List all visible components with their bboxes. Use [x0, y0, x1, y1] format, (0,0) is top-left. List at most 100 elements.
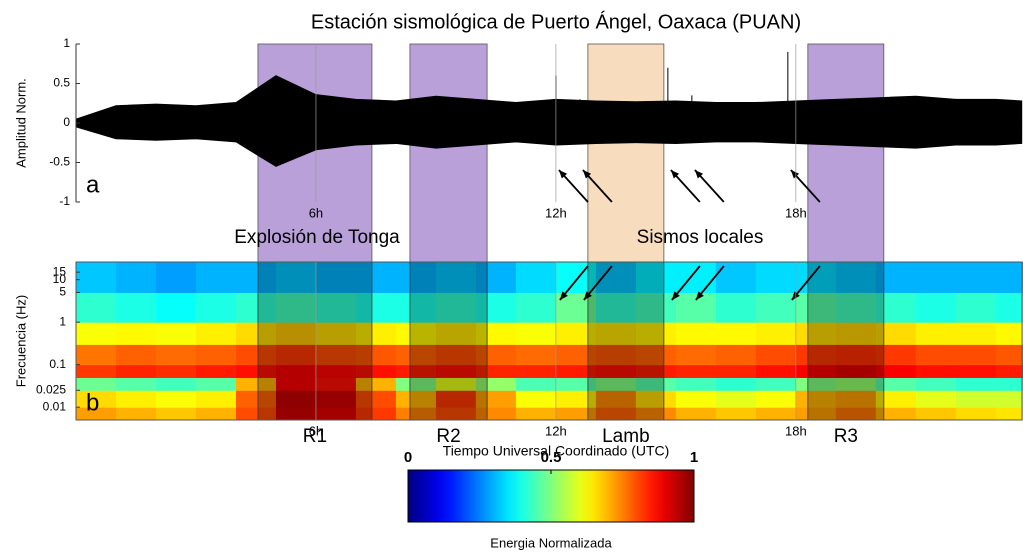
- heatmap-cell: [355, 344, 397, 366]
- heatmap-cell: [515, 262, 557, 293]
- heatmap-cell: [275, 262, 317, 293]
- event-arrow-head: [694, 170, 704, 179]
- waveform-envelope: [75, 75, 1023, 124]
- heatmap-cell: [275, 407, 317, 421]
- heatmap-cell: [235, 262, 277, 293]
- heatmap-cell: [915, 390, 957, 408]
- y-tick-label: 0.025: [36, 382, 66, 396]
- heatmap-cell: [435, 390, 477, 408]
- heatmap-cell: [595, 407, 637, 421]
- heatmap-cell: [915, 262, 957, 293]
- event-arrow-head: [558, 170, 568, 179]
- colorbar-tick-label: 1: [690, 449, 698, 466]
- y-tick-label: 1: [59, 314, 66, 328]
- y-tick-label: 10: [53, 272, 67, 286]
- heatmap-cell: [115, 407, 157, 421]
- heatmap-cell: [795, 377, 837, 391]
- region-overlay: [587, 261, 665, 421]
- heatmap-cell: [235, 377, 277, 391]
- heatmap-cell: [995, 344, 1023, 366]
- shaded-region: [807, 43, 885, 263]
- heatmap-cell: [475, 390, 517, 408]
- heatmap-cell: [395, 344, 437, 366]
- heatmap-cell: [795, 407, 837, 421]
- heatmap-cell: [555, 364, 597, 378]
- heatmap-cell: [715, 377, 757, 391]
- heatmap-cell: [995, 364, 1023, 378]
- heatmap-cell: [715, 364, 757, 378]
- heatmap-cell: [76, 377, 117, 391]
- heatmap-cell: [875, 344, 917, 366]
- heatmap-cell: [915, 377, 957, 391]
- heatmap-cell: [555, 262, 597, 293]
- heatmap-cell: [475, 322, 517, 345]
- heatmap-cell: [955, 292, 997, 323]
- heatmap-cell: [955, 390, 997, 408]
- heatmap-cell: [315, 292, 357, 323]
- region-overlay: [807, 261, 885, 421]
- heatmap-cell: [635, 390, 677, 408]
- waveform-envelope: [75, 122, 1023, 167]
- heatmap-cell: [275, 377, 317, 391]
- heatmap-cell: [835, 377, 877, 391]
- heatmap-cell: [755, 390, 797, 408]
- heatmap-cell: [475, 344, 517, 366]
- heatmap-cell: [395, 364, 437, 378]
- event-arrow-head: [583, 291, 592, 300]
- heatmap-cell: [435, 322, 477, 345]
- heatmap-cell: [355, 364, 397, 378]
- x-axis-label: Tiempo Universal Coordinado (UTC): [443, 443, 670, 459]
- heatmap-cell: [755, 344, 797, 366]
- heatmap-cell: [595, 377, 637, 391]
- heatmap-cell: [795, 390, 837, 408]
- heatmap-cell: [635, 292, 677, 323]
- heatmap-cell: [755, 292, 797, 323]
- heatmap-cell: [315, 364, 357, 378]
- x-tick-label: 18h: [785, 423, 807, 438]
- heatmap-cell: [115, 344, 157, 366]
- heatmap-cell: [76, 322, 117, 345]
- heatmap-cell: [395, 407, 437, 421]
- heatmap-cell: [635, 364, 677, 378]
- heatmap-cell: [155, 390, 197, 408]
- heatmap-cell: [515, 344, 557, 366]
- heatmap-cell: [875, 262, 917, 293]
- heatmap-cell: [595, 364, 637, 378]
- heatmap-cell: [835, 390, 877, 408]
- heatmap-cell: [795, 322, 837, 345]
- heatmap-cell: [515, 390, 557, 408]
- heatmap-cell: [555, 407, 597, 421]
- heatmap-cell: [955, 344, 997, 366]
- heatmap-cell: [635, 407, 677, 421]
- heatmap-cell: [315, 344, 357, 366]
- heatmap-cell: [555, 322, 597, 345]
- heatmap-cell: [115, 292, 157, 323]
- heatmap-cell: [435, 292, 477, 323]
- heatmap-cell: [355, 407, 397, 421]
- y-tick-label: 0.1: [49, 357, 66, 371]
- heatmap-cell: [155, 407, 197, 421]
- heatmap-cell: [76, 364, 117, 378]
- heatmap-cell: [835, 344, 877, 366]
- heatmap-cell: [715, 390, 757, 408]
- heatmap-cell: [395, 377, 437, 391]
- y-axis-label: Amplitud Norm.: [13, 78, 28, 168]
- heatmap-cell: [675, 377, 717, 391]
- heatmap-cell: [675, 364, 717, 378]
- heatmap-cell: [395, 262, 437, 293]
- x-tick-label: 12h: [545, 205, 567, 220]
- x-tick-label: 12h: [545, 423, 567, 438]
- heatmap-cell: [955, 364, 997, 378]
- heatmap-cell: [275, 292, 317, 323]
- heatmap-cell: [435, 364, 477, 378]
- event-arrow-head: [670, 170, 680, 179]
- heatmap-cell: [595, 390, 637, 408]
- heatmap-cell: [635, 377, 677, 391]
- heatmap-cell: [835, 407, 877, 421]
- heatmap-cell: [835, 292, 877, 323]
- y-tick-label: 5: [59, 285, 66, 299]
- heatmap-cell: [235, 344, 277, 366]
- heatmap-cell: [835, 262, 877, 293]
- heatmap-cell: [115, 364, 157, 378]
- heatmap-cell: [875, 407, 917, 421]
